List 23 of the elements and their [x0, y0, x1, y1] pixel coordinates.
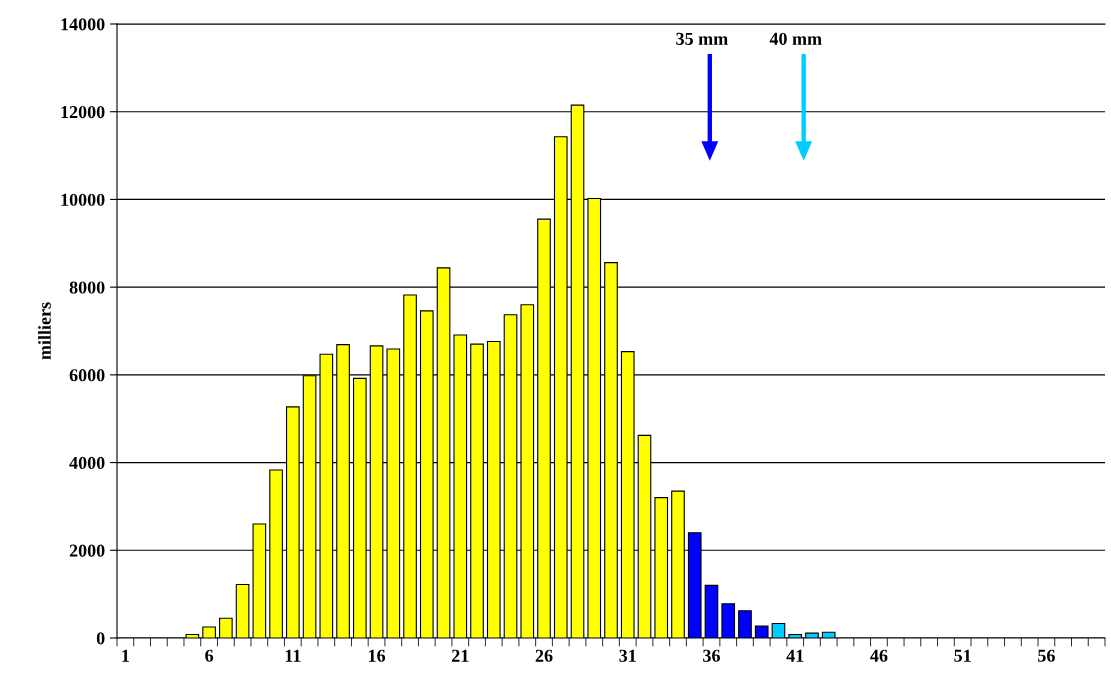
y-axis-title: milliers — [38, 302, 51, 360]
x-tick-label: 1 — [122, 649, 129, 662]
x-tick-label: 11 — [285, 649, 301, 662]
x-tick-label: 21 — [452, 649, 469, 662]
x-tick-label: 41 — [786, 649, 804, 662]
x-tick-label: 6 — [205, 649, 214, 662]
y-tick-label: 2000 — [69, 544, 105, 557]
y-tick-label: 14000 — [61, 18, 105, 31]
y-tick-label: 0 — [96, 632, 105, 645]
x-tick-label: 31 — [619, 649, 636, 662]
x-tick-label: 16 — [368, 649, 386, 662]
x-tick-label: 26 — [535, 649, 553, 662]
y-tick-label: 10000 — [61, 193, 105, 206]
y-tick-label: 6000 — [69, 369, 105, 382]
y-tick-label: 12000 — [61, 105, 105, 119]
x-tick-label: 51 — [954, 649, 971, 662]
x-tick-label: 46 — [870, 649, 888, 662]
y-tick-label: 8000 — [69, 281, 105, 294]
annotation: 40 mm — [769, 32, 822, 45]
annotation: 35 mm — [676, 32, 728, 45]
y-tick-label: 4000 — [69, 456, 105, 470]
x-tick-label: 56 — [1038, 649, 1055, 662]
x-tick-label: 36 — [703, 649, 720, 662]
